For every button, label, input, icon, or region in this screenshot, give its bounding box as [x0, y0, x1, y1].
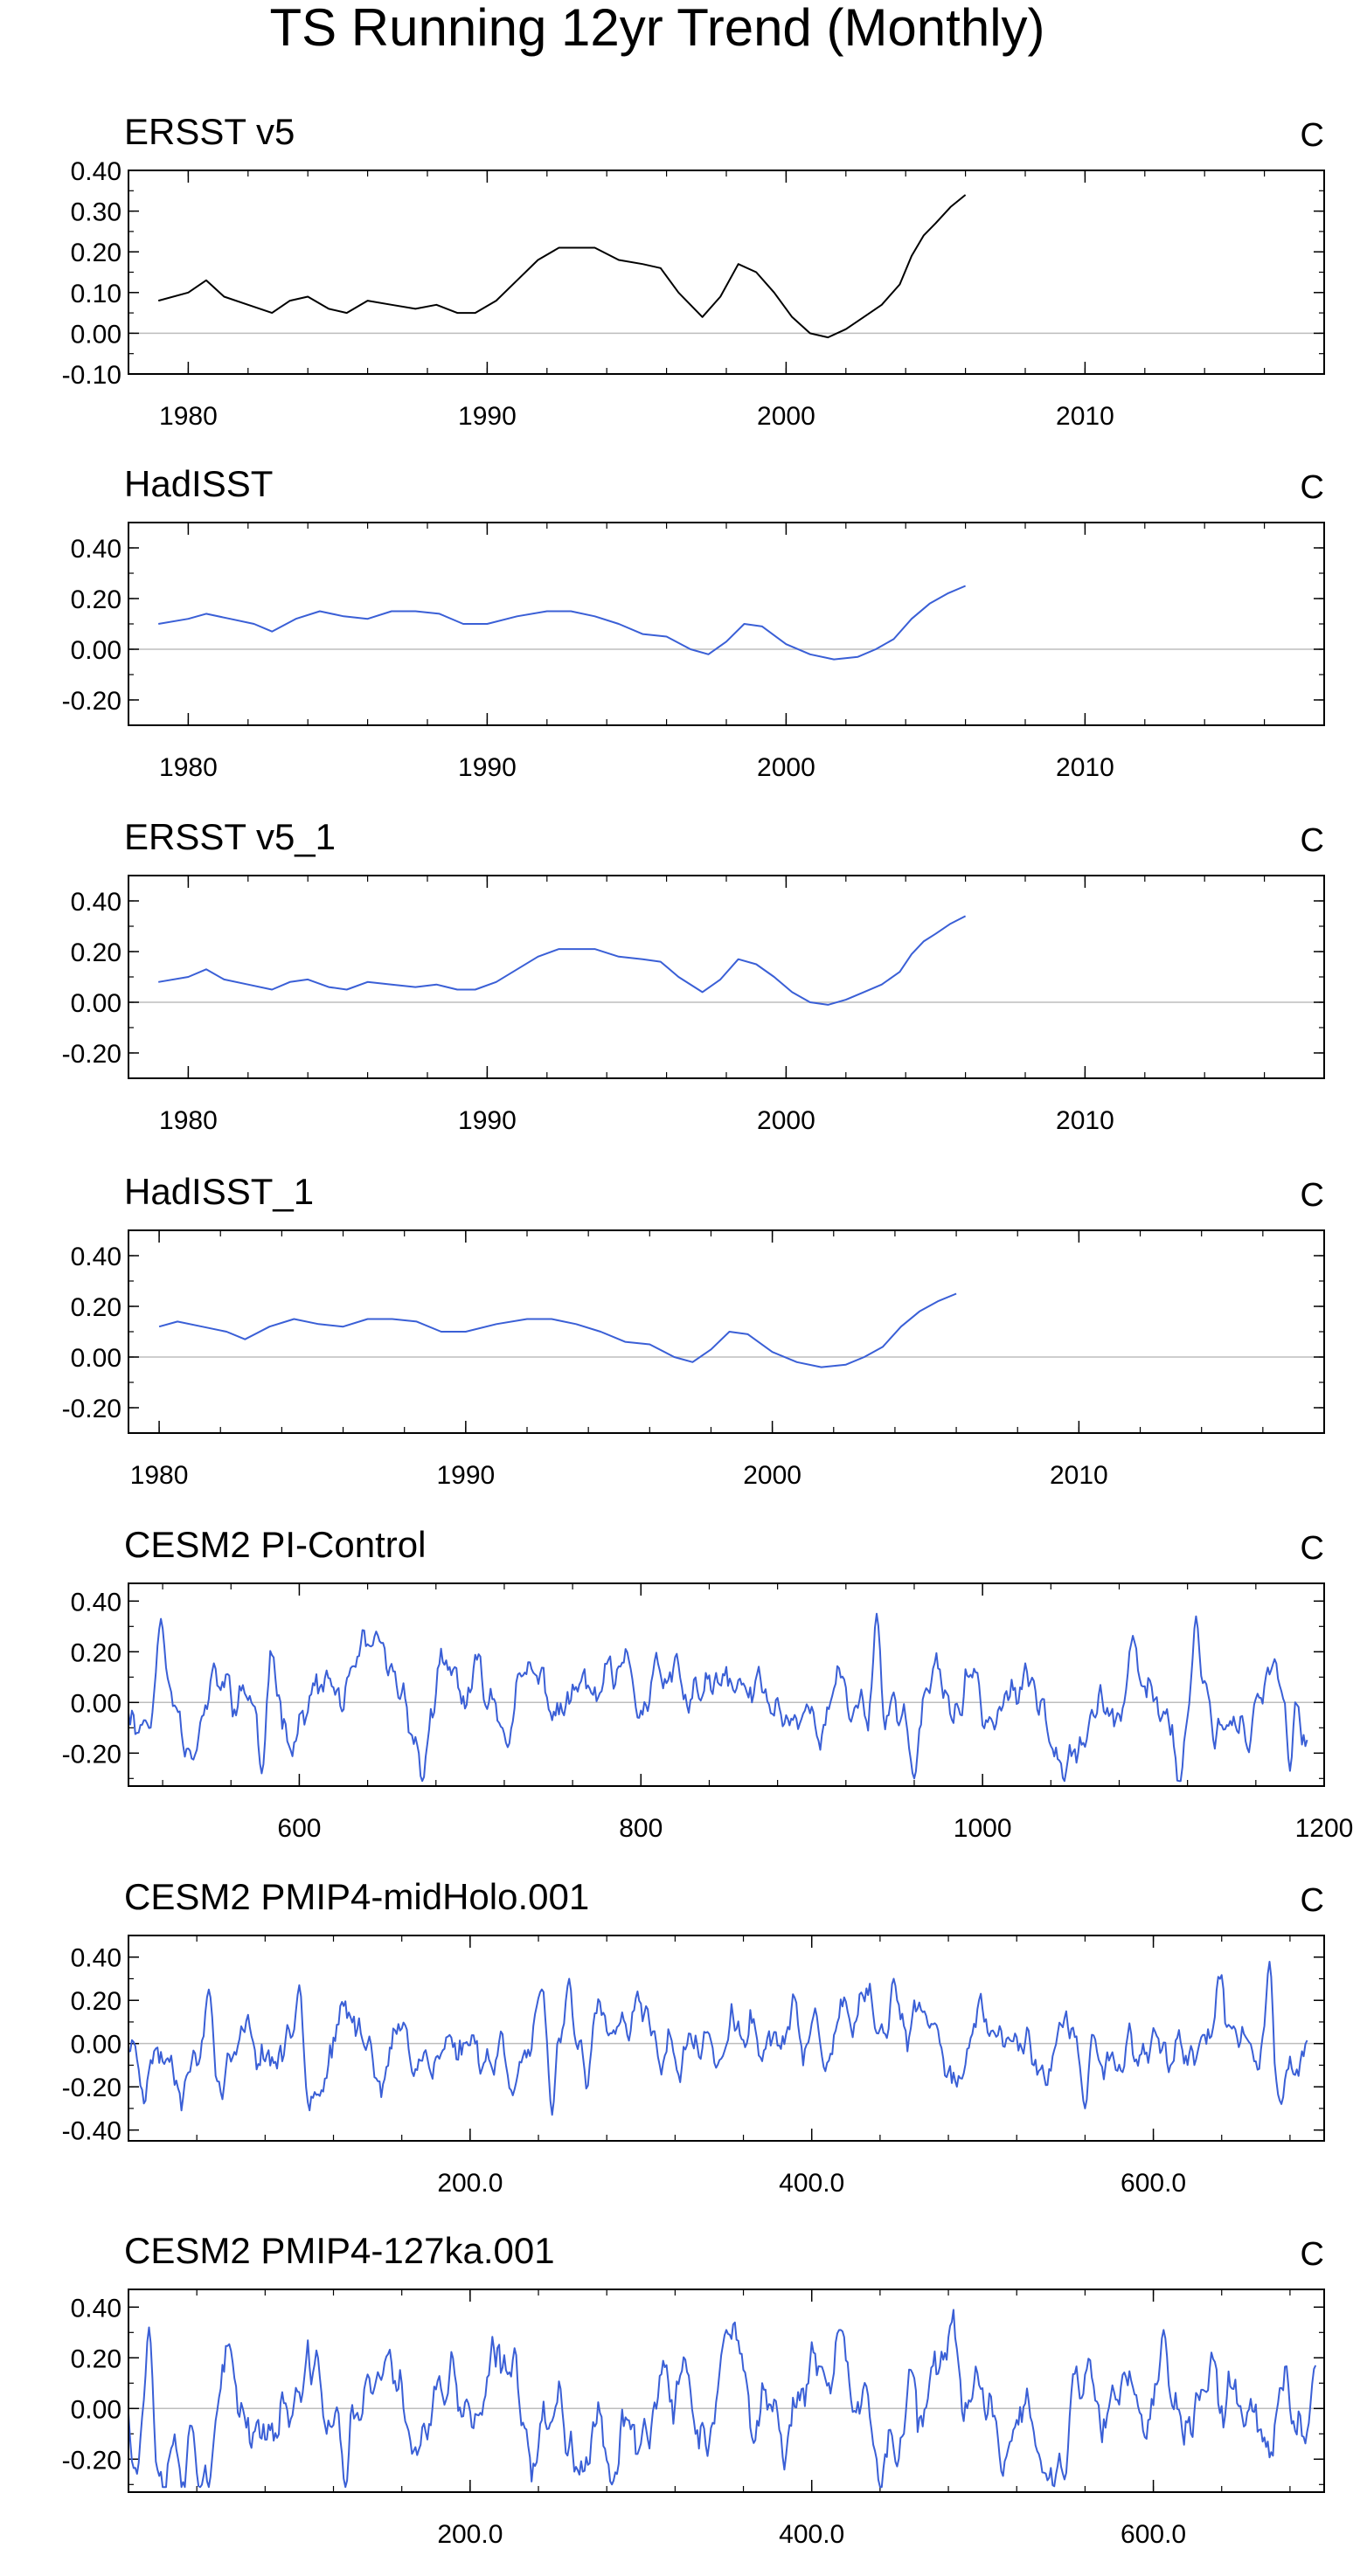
- data-series-line: [128, 1961, 1308, 2116]
- y-tick-label: 0.00: [71, 636, 121, 665]
- x-tick-label: 1980: [130, 1461, 189, 1490]
- plot-frame: [128, 1229, 1325, 1434]
- x-tick-label: 1980: [159, 1106, 218, 1135]
- data-series-line: [128, 2309, 1317, 2489]
- y-tick-label: -0.10: [62, 361, 121, 390]
- x-tick-label: 400.0: [779, 2169, 844, 2198]
- x-tick-label: 1200: [1295, 1814, 1354, 1843]
- units-label: C: [1301, 1530, 1324, 1567]
- x-tick-label: 1990: [458, 1106, 517, 1135]
- chart-panel-6: CESM2 PMIP4-midHolo.001 C -0.40 -0.20 0.00 0.…: [62, 1876, 1325, 2198]
- x-tick-label: 600: [277, 1814, 321, 1843]
- y-tick-label: 0.20: [71, 938, 121, 967]
- plot-frame: [128, 170, 1325, 375]
- x-tick-label: 400.0: [779, 2520, 844, 2549]
- y-tick-label: 0.40: [71, 535, 121, 564]
- x-tick-label: 200.0: [437, 2520, 503, 2549]
- panel-title: CESM2 PI-Control: [124, 1524, 426, 1565]
- panel-title: CESM2 PMIP4-127ka.001: [124, 2230, 555, 2271]
- chart-panel-5: CESM2 PI-Control C -0.20 0.00 0.20 0.40 600 800…: [62, 1524, 1354, 1843]
- y-tick-label: 0.20: [71, 239, 121, 267]
- y-tick-label: 0.30: [71, 198, 121, 227]
- x-tick-label: 1990: [458, 402, 517, 431]
- y-tick-label: 0.40: [71, 1588, 121, 1617]
- y-tick-label: 0.00: [71, 1344, 121, 1373]
- units-label: C: [1301, 469, 1324, 506]
- panel-title: CESM2 PMIP4-midHolo.001: [124, 1876, 589, 1917]
- panel-title: HadISST: [124, 463, 273, 504]
- x-tick-label: 1990: [436, 1461, 495, 1490]
- x-tick-label: 2010: [1056, 402, 1114, 431]
- chart-panel-4: HadISST_1 C -0.20 0.00 0.20 0.40 1980 1990 2000 2…: [62, 1171, 1325, 1490]
- figure-title: TS Running 12yr Trend (Monthly): [269, 0, 1044, 57]
- y-tick-label: 0.20: [71, 585, 121, 614]
- panel-title: ERSST v5: [124, 111, 295, 152]
- y-tick-label: -0.20: [62, 687, 121, 716]
- plot-frame: [128, 1582, 1325, 1787]
- plot-frame: [128, 1935, 1325, 2142]
- chart-panel-2: HadISST C -0.20 0.00 0.20 0.40 1980 1990 2000 201…: [62, 463, 1325, 782]
- x-tick-label: 600.0: [1121, 2169, 1186, 2198]
- y-tick-label: 0.40: [71, 1944, 121, 1973]
- y-tick-label: 0.20: [71, 1638, 121, 1667]
- data-series-line: [157, 194, 967, 339]
- y-tick-label: 0.00: [71, 989, 121, 1018]
- y-tick-label: -0.20: [62, 1040, 121, 1069]
- x-tick-label: 2000: [757, 402, 815, 431]
- y-tick-label: 0.20: [71, 2344, 121, 2373]
- data-series-line: [158, 585, 966, 661]
- x-tick-label: 2010: [1056, 753, 1114, 782]
- y-tick-label: 0.00: [71, 320, 121, 349]
- x-tick-label: 200.0: [437, 2169, 503, 2198]
- y-tick-label: 0.20: [71, 1987, 121, 2016]
- plot-frame: [128, 875, 1325, 1079]
- x-tick-label: 600.0: [1121, 2520, 1186, 2549]
- y-tick-label: -0.20: [62, 1740, 121, 1769]
- units-label: C: [1301, 117, 1324, 154]
- data-series-line: [128, 1612, 1308, 1783]
- y-tick-label: -0.40: [62, 2117, 121, 2146]
- units-label: C: [1301, 1882, 1324, 1919]
- chart-panel-1: ERSST v5 C -0.10 0.00 0.10 0.20 0.30 0.40 1980 19…: [62, 111, 1325, 431]
- x-tick-label: 2010: [1056, 1106, 1114, 1135]
- chart-panel-3: ERSST v5_1 C -0.20 0.00 0.20 0.40 1980 1990 2000…: [62, 816, 1325, 1135]
- plot-frame: [128, 522, 1325, 726]
- y-tick-label: 0.40: [71, 1243, 121, 1271]
- x-tick-label: 1000: [954, 1814, 1012, 1843]
- x-tick-label: 1990: [458, 753, 517, 782]
- x-tick-label: 2010: [1050, 1461, 1108, 1490]
- x-tick-label: 800: [619, 1814, 663, 1843]
- x-tick-label: 2000: [757, 1106, 815, 1135]
- data-series-line: [158, 1292, 957, 1368]
- panel-title: ERSST v5_1: [124, 816, 336, 857]
- y-tick-label: 0.10: [71, 280, 121, 308]
- y-tick-label: 0.00: [71, 1689, 121, 1718]
- units-label: C: [1301, 822, 1324, 859]
- y-tick-label: -0.20: [62, 1395, 121, 1423]
- data-series-line: [158, 915, 967, 1006]
- y-tick-label: -0.20: [62, 2446, 121, 2475]
- y-tick-label: 0.00: [71, 2395, 121, 2424]
- chart-panel-7: CESM2 PMIP4-127ka.001 C -0.20 0.00 0.20 0.40 2…: [62, 2230, 1325, 2549]
- y-tick-label: 0.00: [71, 2031, 121, 2060]
- x-tick-label: 2000: [757, 753, 815, 782]
- plot-frame: [128, 2289, 1325, 2493]
- y-tick-label: 0.20: [71, 1293, 121, 1322]
- units-label: C: [1301, 1177, 1324, 1214]
- y-tick-label: 0.40: [71, 888, 121, 917]
- units-label: C: [1301, 2236, 1324, 2273]
- y-tick-label: -0.20: [62, 2074, 121, 2102]
- x-tick-label: 2000: [743, 1461, 801, 1490]
- x-tick-label: 1980: [159, 753, 218, 782]
- y-tick-label: 0.40: [71, 2294, 121, 2323]
- panel-title: HadISST_1: [124, 1171, 314, 1212]
- y-tick-label: 0.40: [71, 157, 121, 186]
- x-tick-label: 1980: [159, 402, 218, 431]
